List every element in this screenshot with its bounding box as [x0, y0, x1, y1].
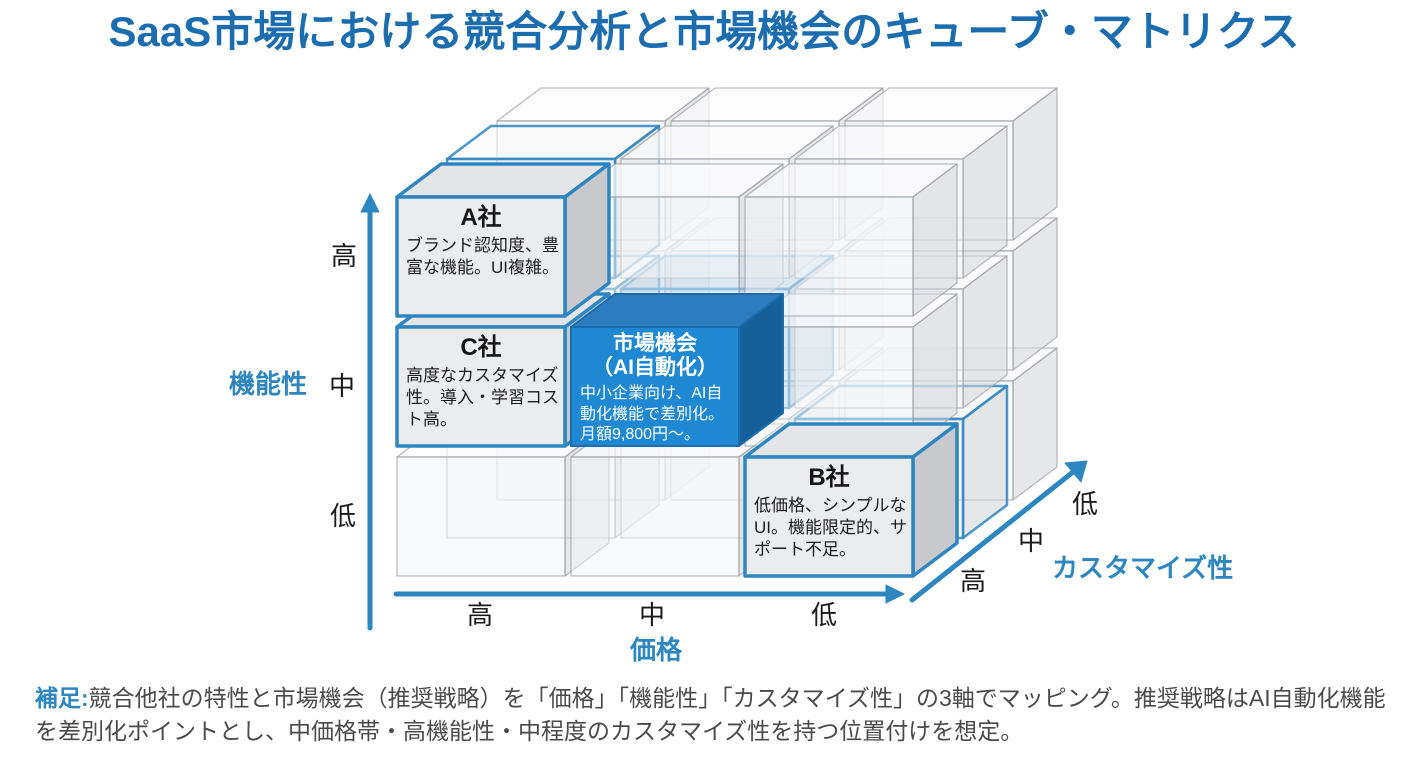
x-axis-tick-low: 低 — [810, 600, 837, 630]
page-title: SaaS市場における競合分析と市場機会のキューブ・マトリクス — [108, 8, 1300, 55]
z-axis-title: カスタマイズ性 — [1052, 553, 1234, 583]
company-b-body: 低価格、シンプルなUI。機能限定的、サポート不足。 — [754, 495, 907, 559]
z-axis-tick-mid: 中 — [1017, 526, 1044, 556]
z-axis-tick-low: 低 — [1071, 489, 1098, 519]
market-opportunity-box — [570, 293, 784, 447]
y-axis-tick-mid: 中 — [328, 371, 355, 401]
market-opportunity-body: 中小企業向け、AI自動化機能で差別化。月額9,800円〜。 — [580, 385, 725, 444]
company-a-box — [395, 162, 611, 318]
company-c-body: 高度なカスタマイズ性。導入・学習コスト高。 — [406, 365, 559, 429]
footnote: 補足:競合他社の特性と市場機会（推奨戦略）を「価格」「機能性」「カスタマイズ性」… — [35, 682, 1387, 748]
company-c-label: C社 高度なカスタマイズ性。導入・学習コスト高。 — [397, 327, 565, 446]
market-opportunity-label: 市場機会 （AI自動化） 中小企業向け、AI自動化機能で差別化。月額9,800円… — [571, 327, 739, 446]
z-axis-arrowhead — [1064, 460, 1088, 483]
y-axis-tick-low: 低 — [329, 501, 356, 531]
y-axis-title: 機能性 — [228, 369, 307, 399]
market-opportunity-subtitle: （AI自動化） — [592, 356, 718, 380]
y-axis-tick-high: 高 — [330, 241, 357, 271]
x-axis-title: 価格 — [629, 635, 682, 665]
x-axis-tick-mid: 中 — [638, 600, 665, 630]
company-a-body: ブランド認知度、豊富な機能。UI複雑。 — [406, 235, 559, 277]
grid-box — [744, 163, 958, 317]
company-b-title: B社 — [808, 464, 850, 491]
company-a-label: A社 ブランド認知度、豊富な機能。UI複雑。 — [397, 197, 565, 316]
company-b-label: B社 低価格、シンプルなUI。機能限定的、サポート不足。 — [745, 457, 913, 576]
y-axis-arrowhead — [360, 193, 380, 213]
footnote-label: 補足: — [35, 685, 89, 711]
x-axis-arrowhead — [885, 584, 905, 604]
company-c-title: C社 — [460, 334, 502, 361]
market-opportunity-title: 市場機会 — [613, 332, 697, 355]
z-axis-arrow — [909, 469, 1076, 603]
footnote-text: 競合他社の特性と市場機会（推奨戦略）を「価格」「機能性」「カスタマイズ性」の3軸… — [35, 685, 1386, 744]
company-a-title: A社 — [460, 204, 502, 231]
x-axis-tick-high: 高 — [466, 600, 493, 630]
z-axis-tick-high: 高 — [959, 566, 986, 596]
company-b-box — [743, 422, 959, 578]
